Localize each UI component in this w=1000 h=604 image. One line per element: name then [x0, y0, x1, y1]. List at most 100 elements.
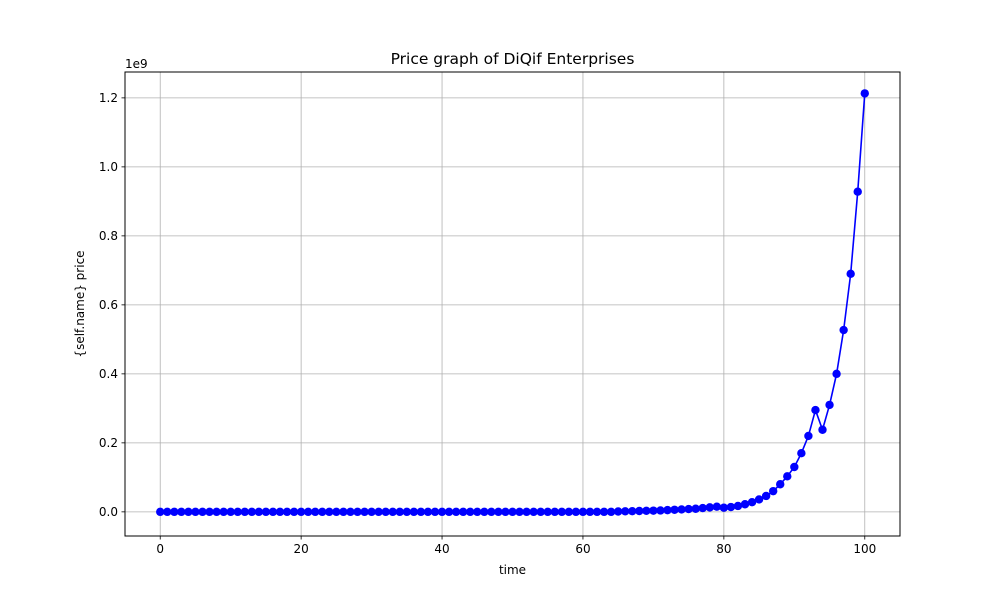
data-point: [613, 507, 623, 516]
data-point: [282, 507, 292, 517]
data-point: [170, 507, 179, 517]
data-point: [790, 462, 799, 472]
data-point: [325, 507, 334, 517]
data-point: [430, 507, 440, 517]
data-point: [494, 507, 503, 517]
data-point: [508, 507, 517, 517]
data-point: [550, 507, 559, 517]
data-point: [733, 501, 743, 511]
data-point: [712, 502, 722, 511]
data-point: [501, 507, 510, 517]
data-point: [451, 507, 461, 517]
data-point: [719, 503, 729, 512]
y-tick-label: 1.0: [99, 160, 118, 174]
data-point: [783, 472, 792, 481]
data-point: [571, 507, 581, 517]
data-point: [684, 504, 693, 514]
data-point: [332, 507, 341, 517]
data-point: [367, 507, 376, 517]
x-tick-label: 0: [156, 542, 164, 556]
data-point: [825, 400, 834, 410]
data-point: [621, 507, 630, 516]
data-point: [797, 449, 806, 458]
data-point: [289, 507, 299, 517]
data-point: [656, 506, 665, 515]
data-point: [402, 507, 412, 517]
data-point: [585, 507, 595, 517]
data-point: [522, 507, 531, 517]
data-point: [754, 495, 764, 504]
y-tick-label: 0.4: [99, 367, 118, 381]
data-point: [261, 507, 271, 517]
data-point: [466, 507, 475, 517]
data-point: [860, 89, 869, 98]
y-axis-title: {self.name} price: [73, 250, 87, 357]
chart-title: Price graph of DiQif Enterprises: [391, 50, 635, 68]
y-tick-label: 1.2: [99, 91, 118, 105]
data-point: [437, 507, 447, 517]
data-point: [416, 507, 426, 517]
data-point: [219, 507, 228, 517]
x-tick-label: 20: [293, 542, 308, 556]
data-point: [677, 505, 686, 514]
data-point: [381, 507, 390, 517]
data-point: [818, 425, 827, 434]
data-point: [649, 506, 658, 515]
data-point: [318, 507, 327, 517]
plot-frame: [124, 71, 901, 537]
data-point: [156, 507, 165, 517]
data-point: [811, 405, 820, 415]
data-point: [846, 269, 855, 279]
x-axis-title: time: [499, 563, 526, 577]
data-point: [536, 507, 545, 517]
data-point: [832, 369, 841, 379]
data-point: [163, 507, 172, 517]
data-point: [191, 507, 200, 517]
data-point: [374, 507, 383, 517]
data-point: [705, 503, 714, 512]
data-point: [776, 480, 785, 489]
data-point: [740, 500, 750, 509]
data-point: [487, 507, 496, 517]
data-point: [564, 507, 574, 517]
data-point: [177, 507, 186, 517]
data-point: [360, 507, 369, 517]
data-point: [691, 504, 700, 513]
data-point: [205, 507, 214, 517]
data-point: [303, 507, 313, 517]
data-point: [423, 507, 433, 517]
data-point: [268, 507, 278, 517]
x-tick-label: 40: [434, 542, 449, 556]
data-point: [726, 502, 736, 512]
data-point: [592, 507, 602, 517]
x-tick-label: 100: [853, 542, 876, 556]
data-point: [212, 507, 221, 517]
data-point: [409, 507, 419, 517]
data-point: [395, 507, 404, 517]
data-point: [233, 507, 242, 517]
series-line: [160, 93, 866, 513]
data-point: [578, 507, 588, 517]
data-point: [296, 507, 306, 517]
data-point: [458, 507, 468, 517]
data-point: [635, 506, 644, 516]
data-point: [663, 505, 672, 515]
data-point: [606, 507, 616, 517]
data-point: [747, 497, 757, 507]
x-tick-label: 80: [716, 542, 731, 556]
grid-lines: [125, 72, 900, 536]
data-point: [444, 507, 454, 517]
y-offset-label: 1e9: [125, 57, 148, 71]
data-point: [311, 507, 320, 517]
data-point: [557, 507, 567, 517]
data-point: [480, 507, 489, 517]
data-point: [388, 507, 397, 517]
series-layer: [156, 89, 869, 517]
axis-ticks: 0 20 40 60 80 100 0.0 0.2 0.4 0.6 0.8 1.0 1.2: [99, 91, 876, 556]
data-point: [240, 507, 249, 517]
data-point: [599, 507, 609, 517]
data-point: [529, 507, 538, 517]
y-tick-label: 0.2: [99, 436, 118, 450]
